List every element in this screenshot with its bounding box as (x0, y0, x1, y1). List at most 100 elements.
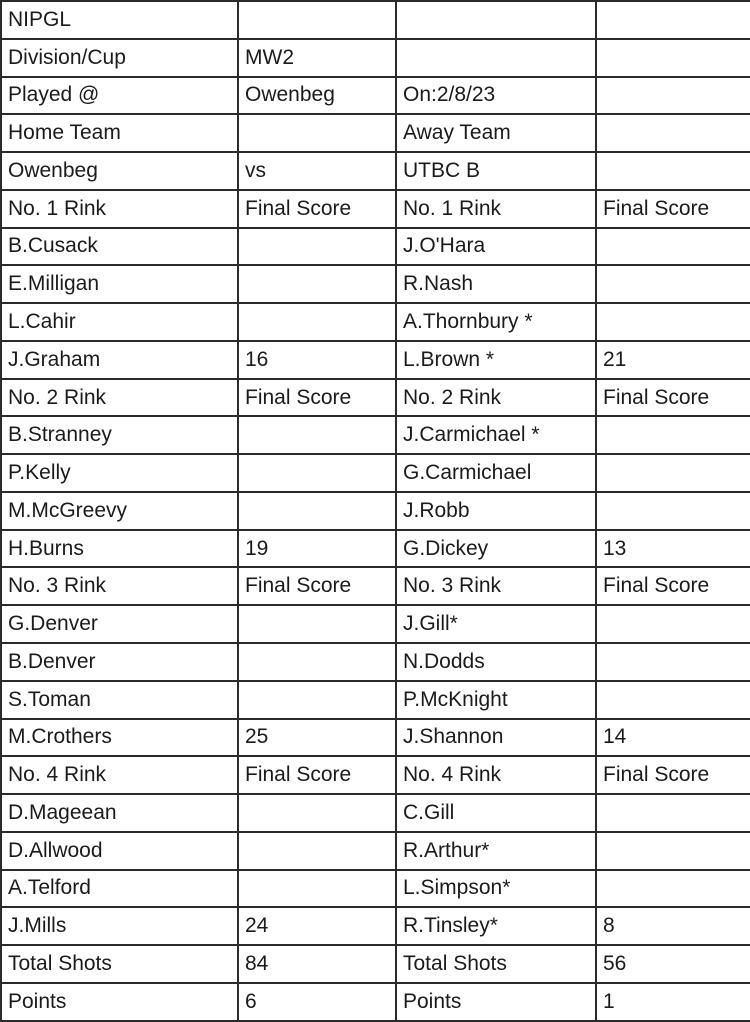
cell-empty[interactable] (237, 830, 397, 871)
cell-total-shots-label[interactable]: Total Shots (395, 944, 597, 984)
cell-player-name[interactable]: N.Dodds (395, 642, 597, 682)
cell-player-name[interactable]: J.Carmichael * (395, 415, 597, 456)
cell-empty[interactable] (595, 679, 750, 720)
cell-skip-name[interactable]: M.Crothers (0, 717, 239, 758)
cell-final-score-header[interactable]: Final Score (595, 755, 750, 796)
cell-rink2-away-score[interactable]: 13 (595, 528, 750, 569)
cell-empty[interactable] (595, 37, 750, 78)
cell-rink4-away-score[interactable]: 8 (595, 906, 750, 947)
cell-vs-label[interactable]: vs (237, 151, 397, 191)
cell-empty[interactable] (595, 415, 750, 456)
cell-rink3-home-score[interactable]: 25 (237, 717, 397, 758)
cell-empty[interactable] (237, 0, 397, 40)
cell-empty[interactable] (595, 0, 750, 40)
cell-empty[interactable] (395, 0, 597, 40)
cell-points-away-value[interactable]: 1 (595, 981, 750, 1022)
cell-final-score-header[interactable]: Final Score (595, 566, 750, 607)
cell-player-name[interactable]: J.O'Hara (395, 226, 597, 267)
cell-final-score-header[interactable]: Final Score (237, 755, 397, 796)
cell-player-name[interactable]: A.Thornbury * (395, 302, 597, 342)
cell-empty[interactable] (595, 264, 750, 305)
cell-empty[interactable] (237, 264, 397, 305)
cell-empty[interactable] (237, 302, 397, 342)
cell-empty[interactable] (595, 453, 750, 493)
cell-player-name[interactable]: B.Stranney (0, 415, 239, 456)
cell-away-team-label[interactable]: Away Team (395, 113, 597, 154)
cell-player-name[interactable]: J.Robb (395, 490, 597, 531)
cell-rink3-away-header[interactable]: No. 3 Rink (395, 566, 597, 607)
cell-empty[interactable] (237, 415, 397, 456)
cell-empty[interactable] (595, 490, 750, 531)
cell-player-name[interactable]: D.Allwood (0, 830, 239, 871)
cell-final-score-header[interactable]: Final Score (595, 377, 750, 418)
cell-empty[interactable] (237, 113, 397, 154)
cell-player-name[interactable]: G.Carmichael (395, 453, 597, 493)
cell-player-name[interactable]: A.Telford (0, 868, 239, 909)
cell-empty[interactable] (595, 113, 750, 154)
cell-empty[interactable] (595, 75, 750, 116)
cell-total-shots-away-value[interactable]: 56 (595, 944, 750, 984)
cell-final-score-header[interactable]: Final Score (595, 188, 750, 229)
cell-away-team-name[interactable]: UTBC B (395, 151, 597, 191)
cell-skip-name[interactable]: H.Burns (0, 528, 239, 569)
cell-empty[interactable] (237, 679, 397, 720)
cell-empty[interactable] (237, 868, 397, 909)
cell-player-name[interactable]: R.Arthur* (395, 830, 597, 871)
cell-empty[interactable] (595, 830, 750, 871)
cell-player-name[interactable]: C.Gill (395, 793, 597, 833)
cell-player-name[interactable]: J.Gill* (395, 604, 597, 645)
cell-league-name[interactable]: NIPGL (0, 0, 239, 40)
cell-date-value[interactable]: On:2/8/23 (395, 75, 597, 116)
cell-rink3-home-header[interactable]: No. 3 Rink (0, 566, 239, 607)
cell-venue-value[interactable]: Owenbeg (237, 75, 397, 116)
cell-home-team-label[interactable]: Home Team (0, 113, 239, 154)
cell-rink2-away-header[interactable]: No. 2 Rink (395, 377, 597, 418)
cell-player-name[interactable]: L.Cahir (0, 302, 239, 342)
cell-player-name[interactable]: P.McKnight (395, 679, 597, 720)
cell-empty[interactable] (237, 226, 397, 267)
cell-empty[interactable] (237, 453, 397, 493)
cell-venue-label[interactable]: Played @ (0, 75, 239, 116)
cell-skip-name[interactable]: J.Mills (0, 906, 239, 947)
cell-points-label[interactable]: Points (395, 981, 597, 1022)
cell-division-value[interactable]: MW2 (237, 37, 397, 78)
cell-division-label[interactable]: Division/Cup (0, 37, 239, 78)
cell-skip-name[interactable]: J.Graham (0, 339, 239, 380)
cell-final-score-header[interactable]: Final Score (237, 188, 397, 229)
cell-rink4-away-header[interactable]: No. 4 Rink (395, 755, 597, 796)
cell-rink1-home-header[interactable]: No. 1 Rink (0, 188, 239, 229)
cell-home-team-name[interactable]: Owenbeg (0, 151, 239, 191)
cell-rink3-away-score[interactable]: 14 (595, 717, 750, 758)
cell-rink2-home-score[interactable]: 19 (237, 528, 397, 569)
cell-player-name[interactable]: S.Toman (0, 679, 239, 720)
cell-empty[interactable] (595, 793, 750, 833)
cell-player-name[interactable]: E.Milligan (0, 264, 239, 305)
cell-total-shots-label[interactable]: Total Shots (0, 944, 239, 984)
cell-rink4-home-header[interactable]: No. 4 Rink (0, 755, 239, 796)
cell-empty[interactable] (595, 868, 750, 909)
cell-empty[interactable] (595, 302, 750, 342)
cell-final-score-header[interactable]: Final Score (237, 377, 397, 418)
cell-skip-name[interactable]: L.Brown * (395, 339, 597, 380)
cell-empty[interactable] (595, 226, 750, 267)
cell-player-name[interactable]: R.Nash (395, 264, 597, 305)
cell-points-home-value[interactable]: 6 (237, 981, 397, 1022)
cell-empty[interactable] (237, 490, 397, 531)
cell-rink1-away-score[interactable]: 21 (595, 339, 750, 380)
cell-player-name[interactable]: P.Kelly (0, 453, 239, 493)
cell-empty[interactable] (595, 151, 750, 191)
cell-player-name[interactable]: B.Denver (0, 642, 239, 682)
cell-skip-name[interactable]: J.Shannon (395, 717, 597, 758)
cell-empty[interactable] (237, 604, 397, 645)
cell-empty[interactable] (237, 793, 397, 833)
cell-rink2-home-header[interactable]: No. 2 Rink (0, 377, 239, 418)
cell-rink4-home-score[interactable]: 24 (237, 906, 397, 947)
cell-empty[interactable] (595, 604, 750, 645)
cell-skip-name[interactable]: G.Dickey (395, 528, 597, 569)
cell-player-name[interactable]: L.Simpson* (395, 868, 597, 909)
cell-empty[interactable] (395, 37, 597, 78)
cell-player-name[interactable]: D.Mageean (0, 793, 239, 833)
cell-player-name[interactable]: B.Cusack (0, 226, 239, 267)
cell-empty[interactable] (595, 642, 750, 682)
cell-final-score-header[interactable]: Final Score (237, 566, 397, 607)
